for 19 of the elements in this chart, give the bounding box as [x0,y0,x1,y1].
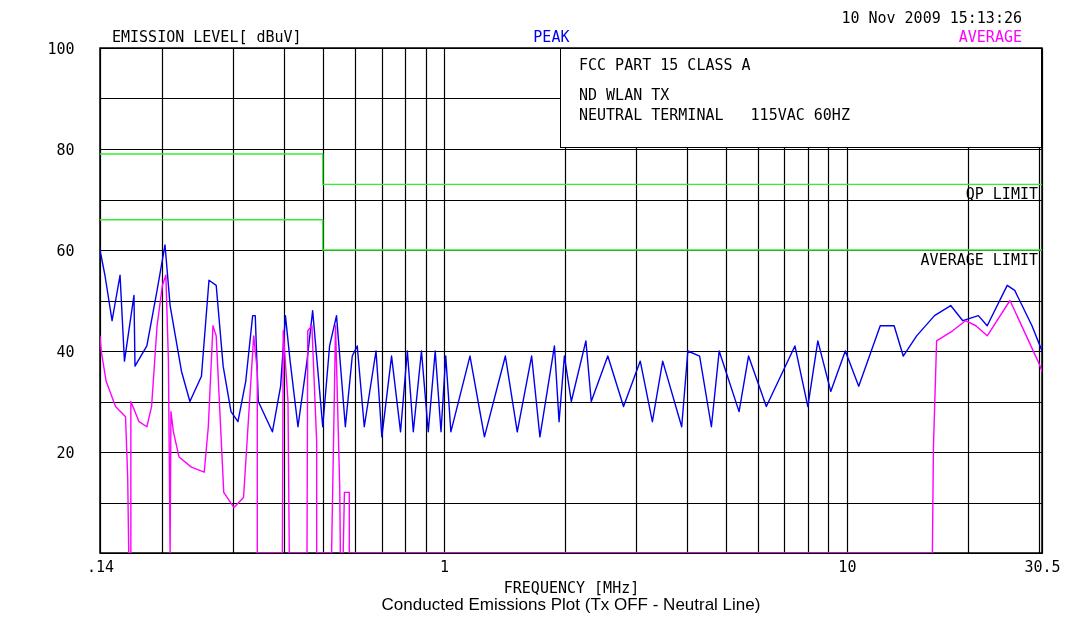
y-axis-title: EMISSION LEVEL[ dBuV] [112,28,302,46]
annotation: NEUTRAL TERMINAL 115VAC 60HZ [579,105,851,125]
x-tick-label: 30.5 [1024,557,1061,576]
text: AVERAGE [958,28,1022,46]
x-tick-label: 1 [439,557,450,576]
y-tick-label: 60 [56,241,75,260]
annotation: ND WLAN TX [579,85,671,105]
text: Conducted Emissions Plot (Tx OFF - Neutral Line) [381,595,761,614]
y-tick-label: 20 [56,443,75,462]
y-tick-label: 100 [47,39,75,58]
annotation: FCC PART 15 CLASS A [579,55,752,75]
text: PEAK [533,28,570,46]
x-tick-label: 10 [838,557,857,576]
x-axis-title: FREQUENCY [MHz] [503,578,640,597]
y-tick-label: 80 [56,140,75,159]
y-tick-label: 40 [56,342,75,361]
text: 10 Nov 2009 15:13:26 [841,9,1022,27]
x-tick-label: .14 [86,557,115,576]
text-panel: FCC PART 15 CLASS A ND WLAN TX NEUTRAL TERMINAL 115VAC 60HZ [560,48,1042,148]
